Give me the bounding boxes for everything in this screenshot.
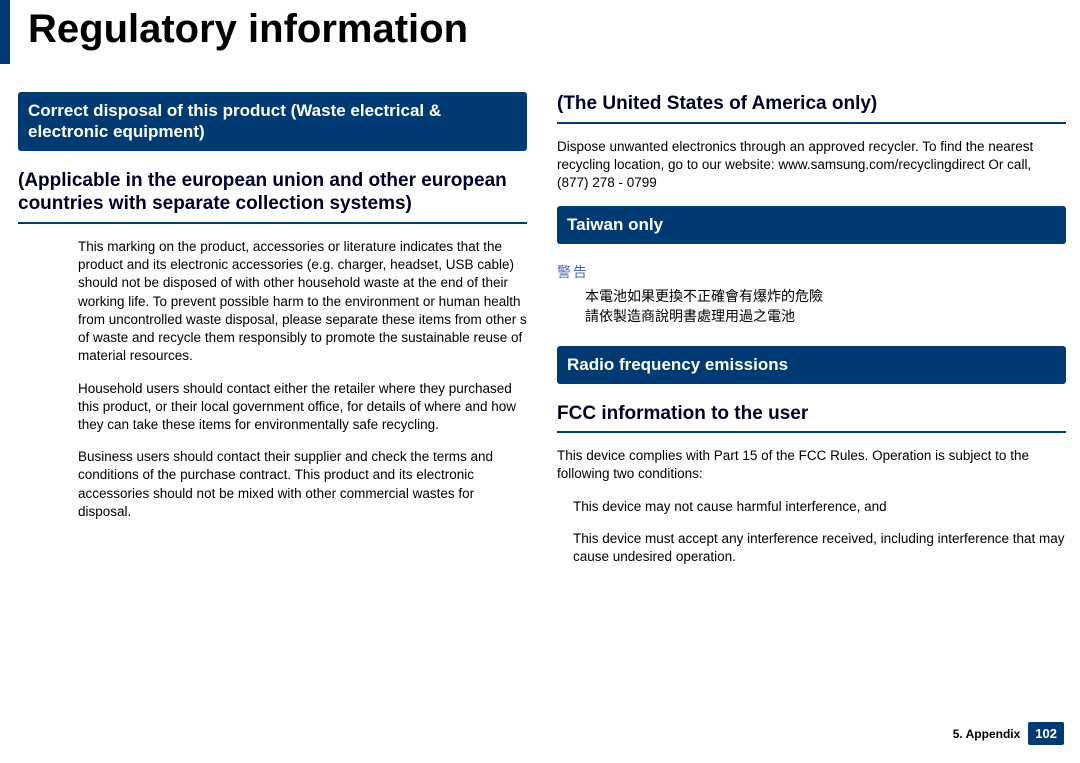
fcc-conditions-list: This device may not cause harmful interf… [557,498,1066,567]
disposal-para-2: Household users should contact either th… [78,380,527,435]
taiwan-line-1: 本電池如果更換不正確會有爆炸的危險 [585,286,1066,306]
fcc-intro: This device complies with Part 15 of the… [557,447,1066,483]
fcc-condition-1: This device may not cause harmful interf… [573,498,1066,516]
rf-emissions-banner: Radio frequency emissions [557,346,1066,383]
taiwan-warn-block: 本電池如果更換不正確會有爆炸的危險 請依製造商說明書處理用過之電池 [557,286,1066,327]
disposal-body-block: This marking on the product, accessories… [18,238,527,521]
left-column: Correct disposal of this product (Waste … [18,92,527,580]
usa-heading: (The United States of America only) [557,92,1066,124]
taiwan-banner: Taiwan only [557,206,1066,243]
taiwan-line-2: 請依製造商說明書處理用過之電池 [585,306,1066,326]
taiwan-warn-label: 警告 [557,262,1066,282]
footer-page-number: 102 [1028,722,1064,745]
page-title: Regulatory information [0,0,1080,64]
disposal-para-3: Business users should contact their supp… [78,448,527,521]
eu-sub-heading: (Applicable in the european union and ot… [18,169,527,225]
content-columns: Correct disposal of this product (Waste … [0,92,1080,580]
disposal-banner: Correct disposal of this product (Waste … [18,92,527,151]
disposal-para-1: This marking on the product, accessories… [78,238,527,366]
usa-body: Dispose unwanted electronics through an … [557,138,1066,193]
page-footer: 5. Appendix 102 [953,722,1064,745]
footer-chapter: 5. Appendix [953,727,1021,741]
fcc-condition-2: This device must accept any interference… [573,530,1066,566]
right-column: (The United States of America only) Disp… [557,92,1066,580]
fcc-heading: FCC information to the user [557,402,1066,434]
